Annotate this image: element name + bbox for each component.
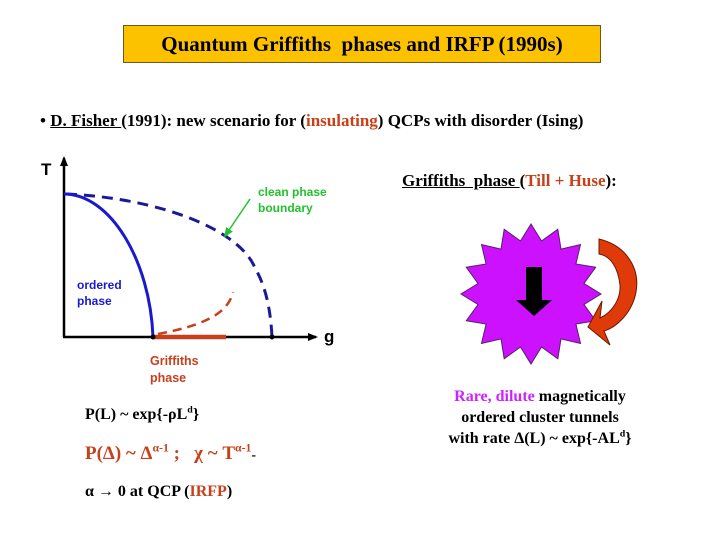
equation-alpha-limit: α → 0 at QCP (IRFP): [85, 483, 232, 501]
bullet-text-after: ) QCPs with disorder (Ising): [377, 111, 584, 130]
eq2-trail: -: [251, 448, 257, 463]
desc-line3-end: }: [625, 430, 632, 447]
eq2-part-a: P(Δ) ~ Δ: [85, 443, 153, 464]
eq1-main: P(L) ~ exp{-ρL: [85, 406, 188, 423]
ordered-phase-boundary: [63, 192, 155, 338]
equation-gap-distribution: P(Δ) ~ Δα-1 ; χ ~ Tα-1-: [85, 441, 257, 465]
desc-line3-main: with rate Δ(L) ~ exp{-AL: [448, 430, 620, 447]
critical-point-dot: [150, 334, 156, 340]
author-name: D. Fisher: [50, 111, 122, 130]
cluster-description: Rare, dilute magnetically ordered cluste…: [410, 386, 670, 449]
down-arrow-icon: [516, 267, 552, 316]
heading-close: ):: [605, 171, 617, 190]
heading-authors: Till + Huse: [525, 171, 606, 190]
griffiths-dashed-curve: [157, 291, 235, 336]
desc-line3: with rate Δ(L) ~ exp{-ALd}: [410, 428, 670, 449]
slide-title-text: Quantum Griffiths phases and IRFP (1990s…: [161, 31, 563, 56]
slide-title: Quantum Griffiths phases and IRFP (1990s…: [123, 25, 601, 63]
eq2-exponent-a: α-1: [152, 441, 169, 455]
clean-critical-point-dot: [269, 334, 275, 340]
clean-label-line2: boundary: [258, 201, 313, 215]
clean-label-line1: clean phase: [258, 185, 327, 199]
eq2-separator: ; χ ~ T: [168, 443, 236, 464]
intro-bullet: • D. Fisher (1991): new scenario for (in…: [40, 111, 583, 131]
heading-open-paren: (: [519, 171, 526, 190]
griffiths-label-line1: Griffiths: [150, 354, 199, 368]
curved-tunnel-arrow-icon: [587, 238, 638, 346]
desc-line1-rest: magnetically: [534, 388, 626, 405]
eq1-end: }: [192, 406, 200, 423]
rare-dilute-highlight: Rare, dilute: [454, 388, 535, 405]
clean-boundary-label: clean phase boundary: [258, 184, 327, 216]
clean-boundary-pointer-arrow: [223, 198, 251, 238]
desc-line3-exponent: d: [619, 428, 626, 440]
griffiths-phase-label: Griffiths phase: [150, 353, 199, 387]
bullet-marker: •: [40, 111, 46, 130]
y-axis-label: T: [41, 160, 52, 179]
eq3-main: α → 0 at QCP (: [85, 483, 190, 500]
bullet-text-before: (1991): new scenario for (: [121, 111, 306, 130]
desc-line1: Rare, dilute magnetically: [410, 386, 670, 407]
griffiths-label-line2: phase: [150, 371, 187, 385]
eq1-exponent: d: [187, 404, 193, 416]
x-axis-label: g: [324, 327, 335, 346]
insulating-highlight: insulating: [305, 111, 378, 130]
griffiths-heading: Griffiths phase (Till + Huse):: [402, 171, 617, 191]
eq2-exponent-b: α-1: [235, 441, 252, 455]
clean-phase-boundary: [65, 192, 274, 338]
eq3-end: ): [226, 483, 233, 500]
equation-size-distribution: P(L) ~ exp{-ρLd}: [85, 404, 200, 424]
desc-line2: ordered cluster tunnels: [461, 409, 619, 426]
ordered-phase-label: ordered phase: [77, 277, 122, 309]
irfp-highlight: IRFP: [189, 483, 227, 500]
ordered-label-line1: ordered: [77, 278, 122, 292]
ordered-label-line2: phase: [77, 294, 112, 308]
griffiths-heading-label: Griffiths phase: [402, 171, 520, 190]
